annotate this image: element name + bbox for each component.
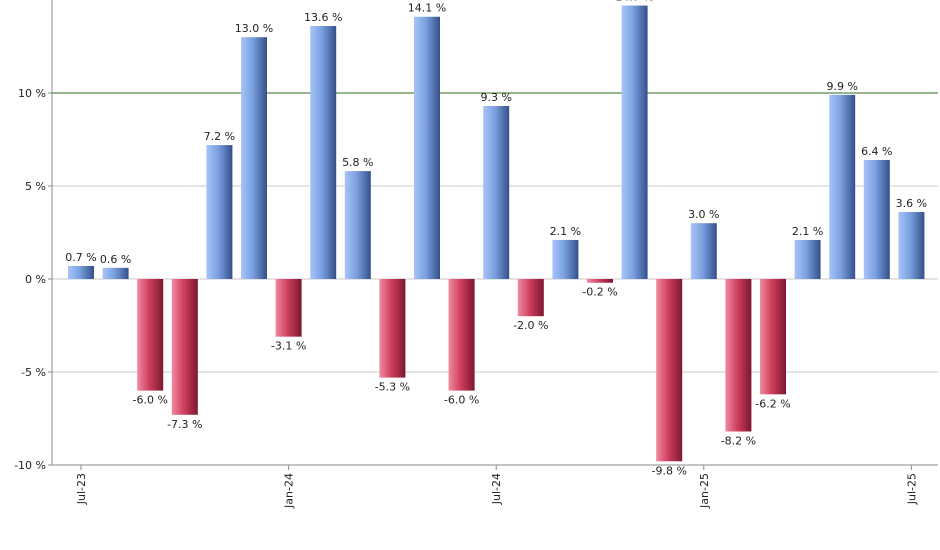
bar-feb-24 xyxy=(310,26,337,280)
bar-jan-24 xyxy=(275,279,302,337)
data-label: 14.1 % xyxy=(408,2,446,15)
bar-jun-25 xyxy=(863,159,890,279)
bar-apr-24 xyxy=(379,279,406,378)
data-label: 2.1 % xyxy=(792,225,823,238)
x-tick-label: Jul-23 xyxy=(75,473,88,505)
data-label: -8.2 % xyxy=(721,435,756,448)
data-label: 0.7 % xyxy=(65,251,96,264)
bar-jan-25 xyxy=(690,223,717,279)
bar-dec-23 xyxy=(241,37,267,280)
bar-apr-25 xyxy=(794,239,821,279)
bar-sep-23 xyxy=(137,279,164,391)
bar-oct-24 xyxy=(587,279,613,283)
bar-jul-23 xyxy=(68,265,94,279)
data-label: 13.6 % xyxy=(304,11,342,24)
axes: -10 % -5 % 0 % 5 % 10 % Jul-23 Jan-24 Jul-24 Jan… xyxy=(14,0,938,509)
bars xyxy=(68,5,925,462)
data-label: 3.6 % xyxy=(896,197,927,210)
bar-oct-23 xyxy=(171,279,198,415)
bar-may-25 xyxy=(829,94,856,279)
data-label: -6.0 % xyxy=(132,394,167,407)
data-label: 5.8 % xyxy=(342,156,373,169)
y-tick-label: -10 % xyxy=(14,459,46,472)
bar-nov-24 xyxy=(621,5,648,280)
data-label: -7.3 % xyxy=(167,418,202,431)
data-labels: 0.7 % 0.6 %-6.0 %-7.3 %7.2 %13.0 %-3.1 %1… xyxy=(65,0,927,477)
data-label: -6.0 % xyxy=(444,394,479,407)
bar-sep-24 xyxy=(552,239,579,279)
bar-jul-24 xyxy=(483,106,510,280)
data-label: 2.1 % xyxy=(550,225,581,238)
bar-mar-24 xyxy=(344,171,371,279)
data-label: -3.1 % xyxy=(271,340,306,353)
x-tick-label: Jul-24 xyxy=(490,473,503,505)
data-label: 3.0 % xyxy=(688,208,719,221)
bar-dec-24 xyxy=(656,279,683,462)
y-tick-label: -5 % xyxy=(21,366,46,379)
bar-jun-24 xyxy=(448,279,475,391)
x-tick-label: Jan-24 xyxy=(283,473,296,509)
bar-nov-23 xyxy=(206,145,233,279)
data-label: 6.4 % xyxy=(861,145,892,158)
y-tick-label: 0 % xyxy=(25,273,46,286)
x-tick-label: Jan-25 xyxy=(698,473,711,509)
bar-aug-24 xyxy=(517,279,544,317)
data-label: -0.2 % xyxy=(582,286,617,299)
data-label: 7.2 % xyxy=(204,130,235,143)
data-label: -5.3 % xyxy=(375,381,410,394)
data-label: 0.6 % xyxy=(100,253,131,266)
data-label: 9.9 % xyxy=(826,80,857,93)
data-label: -2.0 % xyxy=(513,319,548,332)
y-tick-label: 5 % xyxy=(25,180,46,193)
x-tick-label: Jul-25 xyxy=(905,473,918,505)
data-label: -9.8 % xyxy=(651,464,686,477)
data-label: 9.3 % xyxy=(480,91,511,104)
data-label: 13.0 % xyxy=(235,22,273,35)
y-tick-label: 10 % xyxy=(18,87,46,100)
data-label: 14.7 % xyxy=(615,0,653,4)
bar-aug-23 xyxy=(102,267,129,279)
bar-may-24 xyxy=(414,16,440,280)
bar-jul-25 xyxy=(898,212,925,279)
bar-mar-25 xyxy=(760,279,786,395)
bar-feb-25 xyxy=(725,279,752,432)
data-label: -6.2 % xyxy=(755,397,790,410)
